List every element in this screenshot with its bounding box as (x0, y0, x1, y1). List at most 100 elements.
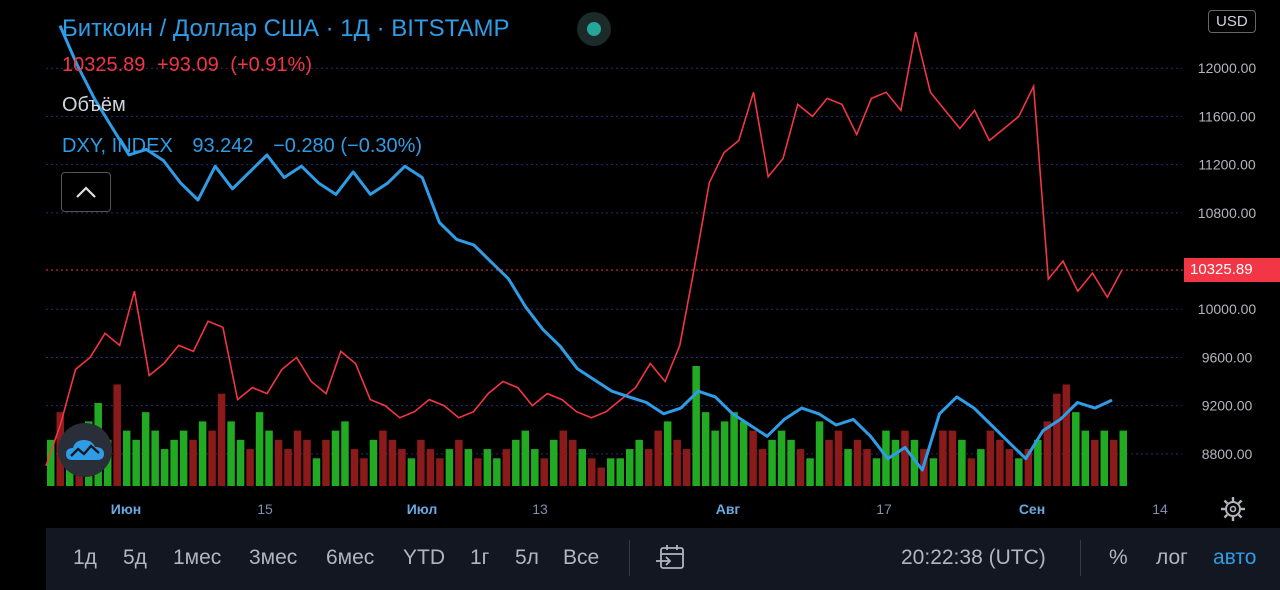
toolbar-divider (629, 540, 630, 576)
bottom-toolbar: 1д 5д 1мес 3мес 6мес YTD 1г 5л Все 20:22… (46, 528, 1280, 590)
range-ytd-button[interactable]: YTD (403, 546, 445, 569)
volume-bar (806, 458, 814, 486)
volume-bar (977, 449, 985, 486)
price-tick-label: 9600.00 (1202, 349, 1253, 365)
volume-bar (331, 430, 340, 486)
volume-bar (625, 449, 634, 486)
volume-bar (597, 467, 605, 486)
volume-bar (379, 430, 387, 486)
volume-bar (673, 439, 681, 486)
volume-bar (445, 449, 454, 486)
market-status-icon[interactable] (577, 12, 611, 46)
volume-bar (255, 412, 264, 486)
volume-bar (236, 439, 245, 486)
volume-bar (929, 458, 938, 486)
volume-bar (1110, 439, 1118, 486)
volume-bar (1091, 439, 1099, 486)
volume-bar (958, 439, 966, 486)
clock-time[interactable]: 20:22:38 (UTC) (901, 546, 1046, 569)
volume-bar (179, 430, 188, 486)
volume-bar (606, 458, 615, 486)
volume-bar (578, 449, 586, 486)
volume-bar (663, 421, 672, 486)
volume-bar (644, 449, 653, 486)
volume-bar (198, 421, 207, 486)
range-3m-button[interactable]: 3мес (249, 546, 298, 569)
volume-bar (939, 430, 947, 486)
volume-bar (122, 430, 131, 486)
volume-bars (47, 366, 1127, 486)
volume-bar (1053, 393, 1061, 486)
volume-bar (692, 366, 700, 486)
symbol-title[interactable]: Биткоин / Доллар США · 1Д · BITSTAMP (62, 15, 510, 42)
volume-bar (521, 430, 530, 486)
time-tick-label: Июл (407, 501, 438, 517)
volume-bar (464, 449, 473, 486)
volume-bar (502, 449, 511, 486)
time-tick-label: 15 (257, 501, 273, 517)
volume-bar (996, 439, 1004, 486)
range-all-button[interactable]: Все (563, 546, 600, 569)
volume-indicator-label[interactable]: Объём (62, 94, 126, 116)
compare-legend[interactable]: DXY, INDEX 93.242 −0.280 (−0.30%) (62, 135, 436, 158)
time-tick-label: 13 (532, 501, 548, 517)
volume-bar (796, 449, 805, 486)
volume-bar (815, 421, 824, 486)
time-tick-label: Авг (716, 501, 741, 517)
current-price-tag: 10325.89 (1184, 257, 1280, 282)
volume-bar (550, 439, 558, 486)
volume-bar (132, 439, 140, 486)
volume-bar (901, 430, 909, 486)
range-1d-button[interactable]: 1д (73, 546, 97, 569)
gear-icon[interactable] (1220, 496, 1246, 522)
volume-bar (834, 430, 843, 486)
chart-fab-button[interactable] (58, 423, 112, 477)
volume-bar (720, 421, 729, 486)
volume-bar (701, 412, 710, 486)
compare-change: −0.280 (−0.30%) (273, 135, 423, 157)
volume-bar (891, 439, 900, 486)
volume-bar (730, 412, 738, 486)
chart-canvas[interactable]: 12000.00 11600.00 11200.00 10800.00 10000.00… (0, 0, 1280, 528)
last-price: 10325.89 (62, 54, 146, 76)
volume-bar (217, 393, 226, 486)
calendar-arrow-icon[interactable] (656, 544, 686, 572)
price-tick-label: 11600.00 (1198, 108, 1256, 124)
price-axis[interactable]: 12000.00 11600.00 11200.00 10800.00 10000.00… (1198, 60, 1257, 462)
log-scale-button[interactable]: лог (1156, 546, 1188, 569)
range-5d-button[interactable]: 5д (123, 546, 147, 569)
volume-bar (312, 458, 321, 486)
volume-bar (844, 449, 852, 486)
volume-bar (559, 430, 568, 486)
range-1y-button[interactable]: 1г (470, 546, 490, 569)
collapse-legend-button[interactable] (61, 172, 111, 212)
volume-bar (407, 458, 416, 486)
volume-bar (369, 439, 378, 486)
volume-bar (417, 439, 425, 486)
currency-badge[interactable]: USD (1208, 10, 1256, 33)
volume-bar (208, 430, 216, 486)
volume-bar (1100, 430, 1109, 486)
compare-symbol: DXY, INDEX (62, 135, 173, 157)
range-6m-button[interactable]: 6мес (326, 546, 375, 569)
volume-bar (986, 430, 995, 486)
range-5y-button[interactable]: 5л (515, 546, 539, 569)
volume-bar (758, 449, 767, 486)
volume-bar (1034, 439, 1042, 486)
volume-bar (749, 430, 757, 486)
volume-bar (1072, 412, 1080, 486)
range-1m-button[interactable]: 1мес (173, 546, 222, 569)
volume-bar (616, 458, 624, 486)
volume-bar (1043, 421, 1052, 486)
volume-bar (47, 439, 55, 486)
volume-bar (967, 458, 976, 486)
volume-bar (768, 439, 776, 486)
time-axis[interactable]: Июн 15 Июл 13 Авг 17 Сен 14 (111, 501, 1168, 517)
percent-scale-button[interactable]: % (1109, 546, 1128, 569)
volume-bar (825, 439, 833, 486)
volume-bar (350, 449, 359, 486)
time-tick-label: 17 (876, 501, 892, 517)
volume-bar (474, 458, 482, 486)
volume-bar (160, 449, 169, 486)
auto-scale-button[interactable]: авто (1213, 546, 1257, 569)
